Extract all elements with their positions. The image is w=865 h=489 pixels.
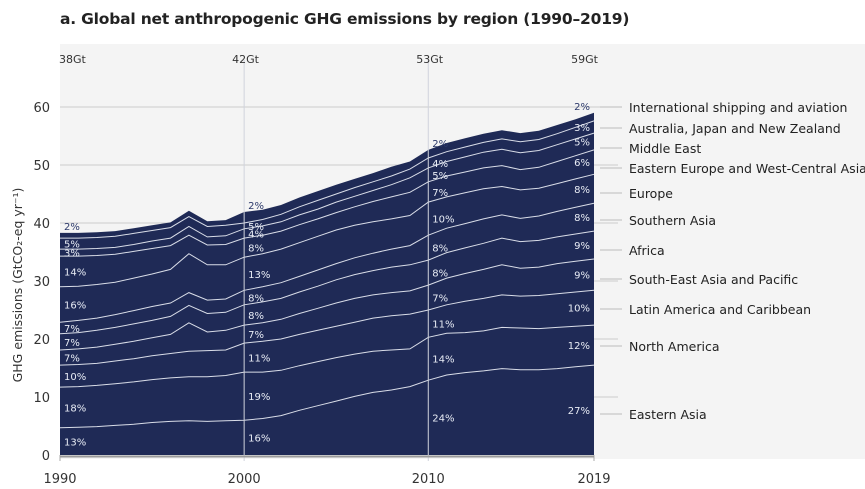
share-label: 18% — [64, 403, 86, 414]
share-label: 6% — [574, 158, 590, 169]
share-label: 12% — [568, 341, 590, 352]
share-label: 8% — [574, 185, 590, 196]
share-label: 8% — [248, 294, 264, 305]
region-boundary-europe — [59, 173, 595, 288]
region-boundary-middle-east — [60, 132, 595, 250]
legend-item: Latin America and Caribbean — [629, 302, 811, 317]
share-label: 11% — [432, 320, 454, 331]
share-label: 13% — [248, 270, 270, 281]
region-boundary-southern-asia — [59, 202, 595, 323]
y-tick-label: 10 — [33, 391, 50, 406]
share-label: 8% — [574, 213, 590, 224]
share-label: 10% — [432, 215, 454, 226]
share-label: 9% — [574, 271, 590, 282]
legend-item: Europe — [629, 186, 673, 201]
legend-item: International shipping and aviation — [629, 100, 847, 115]
legend-item: Australia, Japan and New Zealand — [629, 121, 841, 136]
legend-item: South-East Asia and Pacific — [629, 272, 798, 287]
legend-item: North America — [629, 339, 720, 354]
y-axis-label: GHG emissions (GtCO₂-eq yr⁻¹) — [10, 188, 25, 383]
stacked-area-total — [60, 112, 594, 456]
share-label: 2% — [574, 102, 590, 113]
y-tick-label: 0 — [42, 449, 50, 464]
total-emissions-label: 53Gt — [416, 53, 444, 66]
region-boundary-latin-america-and-caribbean — [59, 289, 595, 366]
share-label: 2% — [248, 201, 264, 212]
region-boundary-australia-japan-and-new-zealand — [60, 120, 595, 239]
region-boundary-eastern-asia — [59, 364, 595, 429]
legend-background — [600, 44, 865, 459]
y-tick-label: 20 — [33, 333, 50, 348]
total-emissions-label: 42Gt — [232, 53, 260, 66]
total-emissions-label: 38Gt — [59, 53, 87, 66]
x-tick-label: 2019 — [577, 472, 610, 487]
share-label: 7% — [432, 294, 448, 305]
share-label: 5% — [432, 171, 448, 182]
x-tick-label: 2010 — [412, 472, 445, 487]
legend-item: Middle East — [629, 141, 701, 156]
chart-title: a. Global net anthropogenic GHG emission… — [60, 10, 630, 28]
share-label: 4% — [432, 159, 448, 170]
share-label: 7% — [64, 354, 80, 365]
share-label: 7% — [432, 188, 448, 199]
region-boundary-north-america — [59, 324, 595, 388]
share-label: 13% — [64, 437, 86, 448]
share-label: 16% — [248, 434, 270, 445]
share-label: 3% — [574, 123, 590, 134]
share-label: 2% — [64, 222, 80, 233]
share-label: 9% — [574, 241, 590, 252]
share-label: 7% — [248, 330, 264, 341]
share-label: 24% — [432, 414, 454, 425]
share-label: 11% — [248, 354, 270, 365]
share-label: 19% — [248, 392, 270, 403]
x-tick-label: 1990 — [43, 472, 76, 487]
share-label: 16% — [64, 301, 86, 312]
share-label: 8% — [432, 269, 448, 280]
share-label: 7% — [64, 324, 80, 335]
legend-item: Southern Asia — [629, 213, 716, 228]
y-tick-label: 30 — [33, 275, 50, 290]
region-boundary-south-east-asia-and-pacific — [59, 258, 595, 351]
y-tick-label: 60 — [33, 101, 50, 116]
share-label: 8% — [248, 311, 264, 322]
share-label: 10% — [64, 372, 86, 383]
share-label: 14% — [432, 355, 454, 366]
share-label: 8% — [248, 244, 264, 255]
y-tick-label: 50 — [33, 159, 50, 174]
legend-item: Eastern Europe and West-Central Asia — [629, 161, 865, 176]
share-label: 5% — [64, 240, 80, 251]
region-boundary-eastern-europe-and-west-central-asia — [60, 149, 595, 257]
total-emissions-label: 59Gt — [571, 53, 599, 66]
legend-item: Africa — [629, 243, 665, 258]
legend-item: Eastern Asia — [629, 407, 707, 422]
x-tick-label: 2000 — [228, 472, 261, 487]
y-tick-label: 40 — [33, 217, 50, 232]
share-label: 14% — [64, 267, 86, 278]
share-label: 8% — [432, 244, 448, 255]
region-boundary-africa — [59, 230, 595, 335]
share-label: 2% — [432, 139, 448, 150]
share-label: 3% — [64, 249, 80, 260]
share-label: 27% — [568, 406, 590, 417]
share-label: 10% — [568, 304, 590, 315]
share-label: 5% — [248, 222, 264, 233]
share-label: 4% — [248, 229, 264, 240]
share-label: 5% — [574, 138, 590, 149]
share-label: 7% — [64, 338, 80, 349]
